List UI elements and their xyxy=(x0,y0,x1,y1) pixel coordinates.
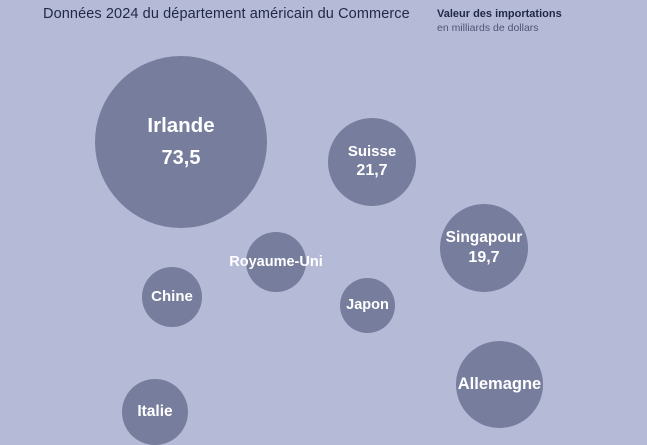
bubble-label: Irlande xyxy=(147,113,215,137)
bubble-italie: Italie xyxy=(122,379,188,445)
bubble-label: Italie xyxy=(137,403,173,421)
bubble-label: Allemagne xyxy=(457,375,542,394)
source-note: Données 2024 du département américain du… xyxy=(43,6,410,22)
bubble-value: 19,7 xyxy=(468,248,500,266)
bubble-label: Suisse xyxy=(347,143,397,161)
bubble-japon: Japon xyxy=(340,278,395,333)
bubble-irlande: Irlande 73,5 xyxy=(95,56,267,228)
bubble-label: Chine xyxy=(151,288,193,306)
bubble-label: Japon xyxy=(346,297,389,314)
bubble-suisse: Suisse 21,7 xyxy=(328,118,416,206)
legend-title: Valeur des importations xyxy=(437,8,562,20)
legend: Valeur des importations en milliards de … xyxy=(437,8,562,34)
legend-subtitle: en milliards de dollars xyxy=(437,22,539,34)
bubble-singapour: Singapour 19,7 xyxy=(440,204,528,292)
bubble-value: 73,5 xyxy=(161,147,201,170)
bubble-value: 21,7 xyxy=(356,162,388,180)
bubble-allemagne: Allemagne xyxy=(456,341,543,428)
bubble-chine: Chine xyxy=(142,267,202,327)
bubble-label: Royaume-Uni xyxy=(229,253,323,270)
bubble-label: Singapour xyxy=(445,228,523,246)
bubble-royaume-uni: Royaume-Uni xyxy=(229,232,323,292)
